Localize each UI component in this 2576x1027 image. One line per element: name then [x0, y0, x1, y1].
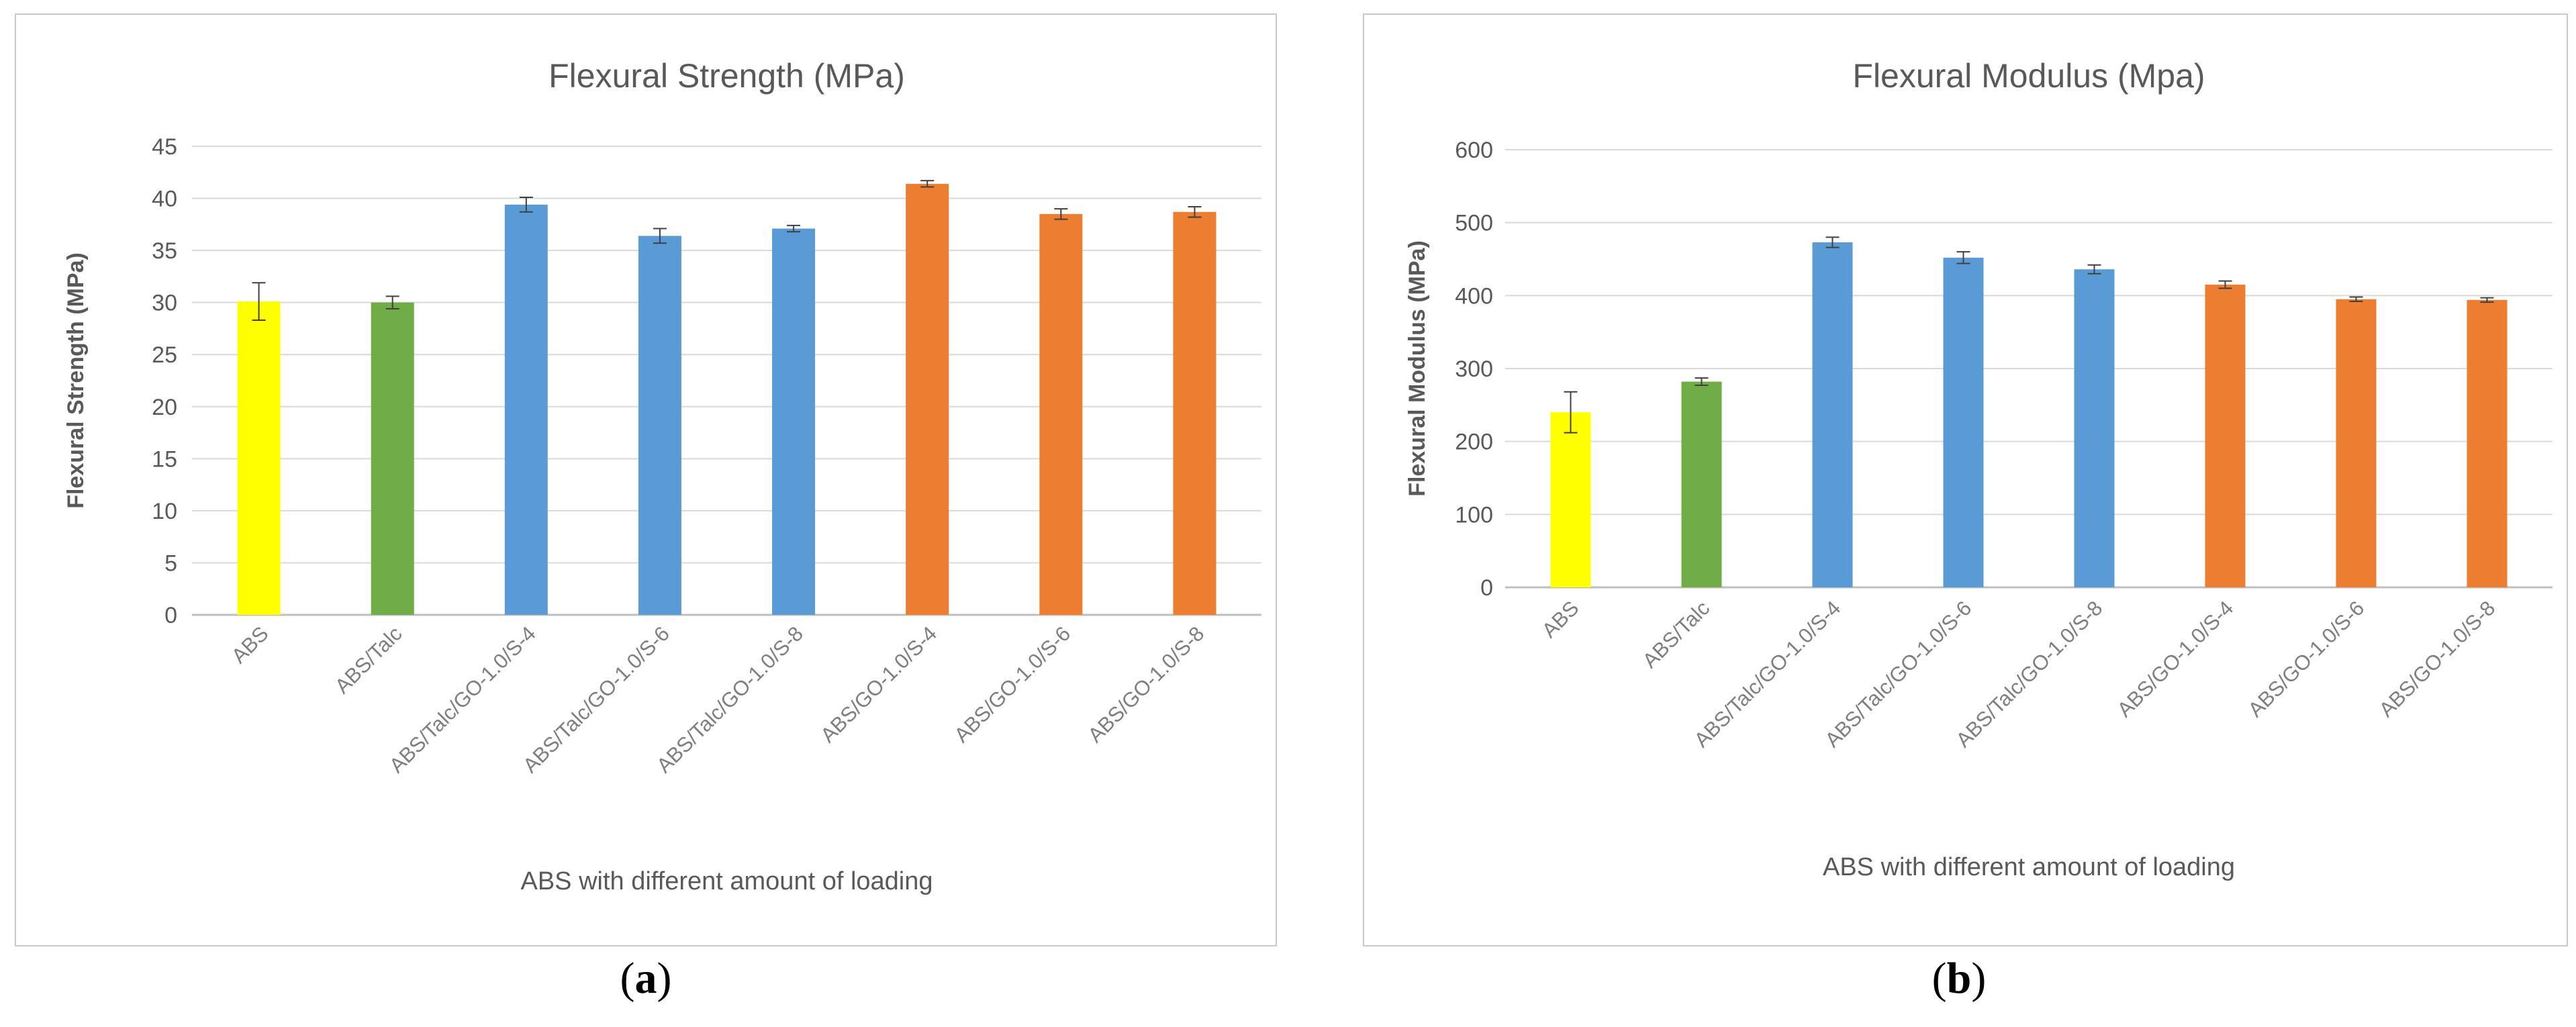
y-tick-label: 20	[152, 395, 177, 420]
y-tick-label: 10	[152, 499, 177, 524]
chart-title: Flexural Strength (MPa)	[548, 57, 905, 95]
x-tick-label: ABS/Talc	[330, 622, 407, 698]
y-tick-label: 0	[1480, 575, 1493, 601]
bar	[2336, 299, 2377, 587]
bar	[638, 236, 681, 615]
y-tick-label: 15	[152, 446, 177, 472]
y-tick-label: 300	[1455, 356, 1493, 382]
bar	[1550, 412, 1591, 587]
chart-panel-b: Flexural Modulus (Mpa) 0 100 200 300 400 500 60…	[1363, 13, 2568, 946]
bar	[906, 183, 949, 616]
bar	[772, 228, 816, 615]
y-axis-label: Flexural Modulus (MPa)	[1404, 240, 1430, 497]
x-tick-label: ABS/GO-1.0/S-4	[2113, 596, 2238, 722]
x-tick-label: ABS/Talc	[1638, 596, 1715, 673]
y-tick-label: 45	[152, 134, 177, 160]
x-tick-label: ABS	[227, 622, 273, 668]
x-tick-label: ABS/Talc/GO-1.0/S-6	[518, 622, 674, 777]
y-tick-label: 30	[152, 291, 177, 316]
flexural-strength-chart: Flexural Strength (MPa) 0 5 10 15 20 25 30 35 40 4…	[63, 57, 1261, 895]
y-tick-label: 40	[152, 187, 177, 212]
y-tick-label: 5	[164, 550, 177, 576]
x-tick-label: ABS/GO-1.0/S-8	[2375, 596, 2500, 722]
y-tick-label: 35	[152, 238, 177, 264]
x-tick-label: ABS/Talc/GO-1.0/S-4	[1690, 596, 1846, 752]
flexural-modulus-chart: Flexural Modulus (Mpa) 0 100 200 300 400 500 60…	[1404, 57, 2553, 881]
x-tick-label: ABS/GO-1.0/S-4	[816, 622, 941, 747]
bar	[1812, 242, 1853, 587]
bar	[2074, 269, 2115, 587]
x-tick-label: ABS/GO-1.0/S-6	[2244, 596, 2369, 722]
x-tick-label: ABS/Talc/GO-1.0/S-8	[652, 622, 808, 777]
y-tick-label: 200	[1455, 430, 1493, 455]
bar	[2467, 299, 2508, 587]
bar	[1173, 211, 1217, 616]
y-tick-label: 400	[1455, 283, 1493, 309]
bar	[1039, 213, 1083, 615]
chart-panel-a: Flexural Strength (MPa) 0 5 10 15 20 25 30 35 40 4…	[15, 13, 1277, 946]
bar	[1681, 381, 1722, 587]
y-tick-label: 500	[1455, 211, 1493, 236]
x-axis-label: ABS with different amount of loading	[1823, 853, 2235, 881]
x-tick-label: ABS/GO-1.0/S-8	[1084, 622, 1209, 747]
bar	[2205, 285, 2246, 587]
bar	[1943, 257, 1984, 587]
x-tick-label: ABS	[1537, 596, 1584, 642]
y-tick-label: 25	[152, 342, 177, 368]
x-tick-label: ABS/Talc/GO-1.0/S-6	[1821, 596, 1976, 752]
chart-title: Flexural Modulus (Mpa)	[1852, 57, 2205, 95]
y-tick-label: 0	[164, 603, 177, 628]
x-axis-label: ABS with different amount of loading	[520, 867, 933, 895]
x-tick-label: ABS/GO-1.0/S-6	[949, 622, 1075, 747]
y-axis-label: Flexural Strength (MPa)	[63, 252, 89, 509]
y-tick-label: 600	[1455, 138, 1493, 163]
x-tick-label: ABS/Talc/GO-1.0/S-4	[385, 622, 540, 777]
panel-letter-b: (b)	[1931, 954, 1987, 1003]
bar	[371, 302, 414, 615]
panel-letter-a: (a)	[620, 954, 672, 1003]
bar	[504, 204, 548, 616]
bar	[237, 301, 281, 615]
y-tick-label: 100	[1455, 502, 1493, 528]
x-tick-label: ABS/Talc/GO-1.0/S-8	[1952, 596, 2107, 752]
